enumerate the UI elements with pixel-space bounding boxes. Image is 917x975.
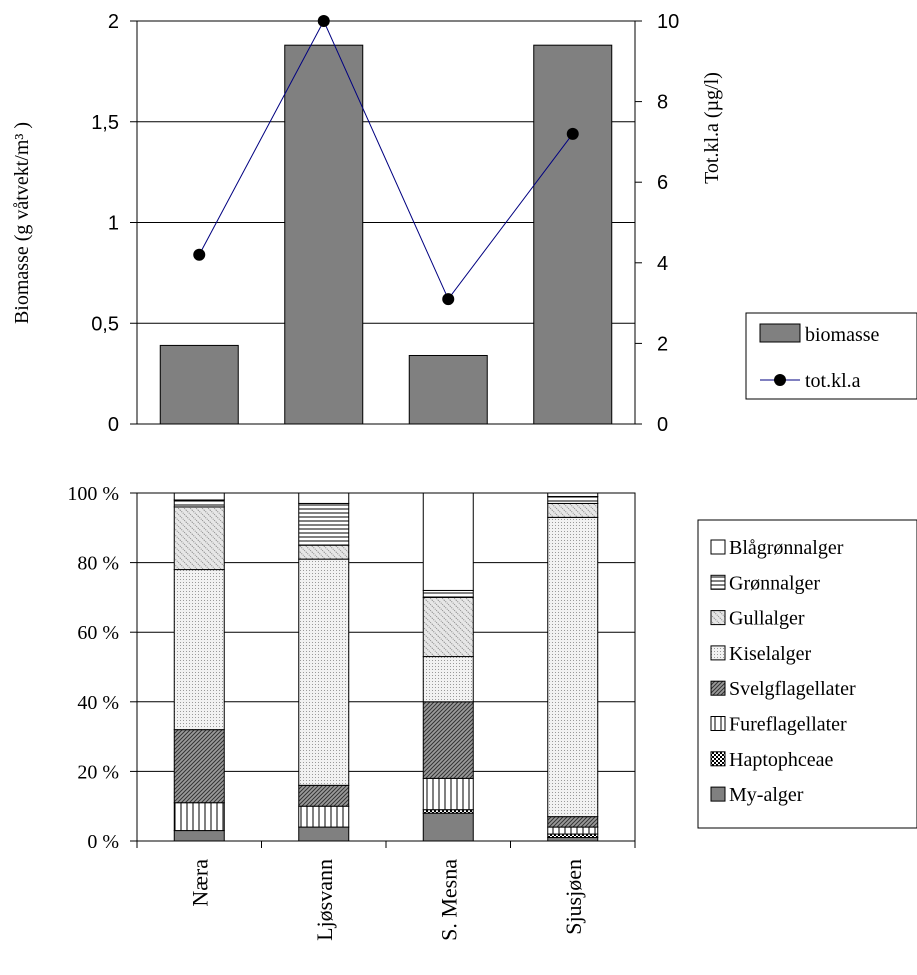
segment-haptophceae-sjusj-en	[547, 833, 599, 839]
segment-gr-nnalger-lj-svann	[298, 502, 350, 546]
top-bars	[159, 44, 613, 425]
bottom-y-axis-ticks: 0 % 20 % 40 % 60 % 80 % 100 %	[67, 483, 137, 853]
legend-swatch-haptophceae	[710, 751, 726, 767]
top-line-series	[193, 15, 579, 306]
segment-bla-gr-nnalger-n-ra	[173, 492, 225, 501]
segment-svelgflagellater-lj-svann	[298, 784, 350, 807]
biomasse-bar-s-mesna	[408, 354, 488, 425]
segment-kiselalger-sjusj-en	[547, 516, 599, 818]
bottom-x-tick-label-lj-svann: Ljøsvann	[312, 859, 337, 941]
tot-kl-a-point-s-mesna	[442, 293, 455, 306]
top-left-tick-label: 0	[108, 414, 119, 436]
segment-fureflagellater-n-ra	[173, 802, 225, 832]
bottom-y-tick-label: 20 %	[77, 761, 119, 783]
legend-label-gullalger: Gullalger	[729, 608, 805, 630]
legend-label-my-alger: My-alger	[729, 784, 804, 806]
segment-fureflagellater-sjusj-en	[547, 826, 599, 835]
legend-label-fureflagellater: Fureflagellater	[729, 714, 847, 736]
segment-bla-gr-nnalger-s-mesna	[422, 492, 474, 591]
tot-kl-a-line	[198, 19, 574, 301]
biomasse-bar-sjusj-en	[533, 44, 613, 425]
segment-bla-gr-nnalger-lj-svann	[298, 492, 350, 504]
segment-gr-nnalger-s-mesna	[422, 589, 474, 598]
segment-kiselalger-lj-svann	[298, 558, 350, 786]
top-right-tick-label: 10	[657, 11, 679, 33]
bottom-y-tick-label: 100 %	[67, 483, 119, 505]
legend-label-bla-gr-nnalger: Blågrønnalger	[729, 537, 844, 559]
top-left-tick-label: 1,5	[91, 112, 119, 134]
top-legend: biomasse tot.kl.a	[745, 312, 917, 400]
segment-fureflagellater-lj-svann	[298, 805, 350, 828]
bottom-x-tick-label-s-mesna: S. Mesna	[436, 859, 461, 941]
top-chart: 0 0,5 1 1,5 2 0 2 4 6 8 10 Biomasse (g våtvekt/m³…	[11, 11, 917, 436]
legend-swatch-my-alger	[710, 786, 726, 802]
tot-kl-a-point-lj-svann	[317, 15, 330, 27]
legend-swatch-fureflagellater	[710, 716, 726, 731]
legend-swatch-gullalger	[710, 610, 726, 626]
segment-svelgflagellater-n-ra	[173, 729, 225, 804]
segment-gullalger-s-mesna	[422, 596, 474, 658]
top-y2-axis-label: Tot.kl.a (µg/l)	[701, 72, 723, 184]
top-left-axis-ticks: 0 0,5 1 1,5 2	[91, 11, 137, 436]
biomasse-bar-lj-svann	[284, 44, 364, 425]
top-right-tick-label: 0	[657, 414, 668, 436]
top-left-tick-label: 0,5	[91, 313, 119, 335]
tot-kl-a-point-n-ra	[193, 248, 206, 261]
segment-bla-gr-nnalger-sjusj-en	[547, 492, 599, 497]
bottom-legend: Blågrønnalger Grønnalger Gullalger Kiselalg…	[697, 519, 917, 829]
top-right-axis-ticks: 0 2 4 6 8 10	[635, 11, 679, 436]
segment-my-alger-s-mesna	[422, 812, 474, 842]
bottom-x-tick-label-sjusj-en: Sjusjøen	[561, 859, 586, 935]
legend-swatch-biomasse	[759, 323, 801, 343]
legend-label-biomasse: biomasse	[805, 324, 880, 346]
segment-fureflagellater-s-mesna	[422, 777, 474, 811]
segment-svelgflagellater-sjusj-en	[547, 816, 599, 828]
legend-swatch-bla-gr-nnalger	[710, 539, 726, 555]
segment-svelgflagellater-s-mesna	[422, 701, 474, 779]
bottom-chart: 0 % 20 % 40 % 60 % 80 % 100 % Næra Ljøsvann S. …	[67, 483, 917, 941]
top-right-tick-label: 2	[657, 333, 668, 355]
segment-my-alger-lj-svann	[298, 826, 350, 842]
biomasse-bar-n-ra	[159, 344, 239, 425]
segment-gullalger-lj-svann	[298, 544, 350, 560]
segment-gullalger-sjusj-en	[547, 502, 599, 518]
segment-gr-nnalger-n-ra	[173, 499, 225, 508]
bottom-y-tick-label: 0 %	[87, 831, 119, 853]
segment-kiselalger-s-mesna	[422, 656, 474, 703]
legend-label-svelgflagellater: Svelgflagellater	[729, 678, 856, 700]
bottom-x-tick-label-n-ra: Næra	[187, 859, 212, 907]
legend-swatch-kiselalger	[710, 645, 726, 661]
segment-haptophceae-s-mesna	[422, 809, 474, 814]
bottom-y-tick-label: 40 %	[77, 692, 119, 714]
legend-label-gr-nnalger: Grønnalger	[729, 572, 820, 594]
legend-swatch-gr-nnalger	[710, 574, 726, 590]
legend-label-tot-kl-a: tot.kl.a	[805, 370, 861, 392]
bottom-legend-box	[697, 519, 917, 829]
segment-my-alger-n-ra	[173, 830, 225, 842]
legend-label-kiselalger: Kiselalger	[729, 643, 812, 665]
segment-gr-nnalger-sjusj-en	[547, 495, 599, 504]
top-right-tick-label: 8	[657, 92, 668, 114]
bottom-x-axis-ticks: Næra Ljøsvann S. Mesna Sjusjøen	[136, 841, 636, 941]
legend-marker-tot-kl-a	[774, 374, 786, 386]
segment-my-alger-sjusj-en	[547, 837, 599, 842]
legend-label-haptophceae: Haptophceae	[729, 749, 834, 771]
bottom-stacked-bars	[173, 492, 599, 842]
top-left-tick-label: 2	[108, 11, 119, 33]
segment-kiselalger-n-ra	[173, 569, 225, 731]
bottom-y-tick-label: 80 %	[77, 553, 119, 575]
bottom-legend-items: Blågrønnalger Grønnalger Gullalger Kiselalg…	[710, 537, 856, 806]
top-right-tick-label: 6	[657, 172, 668, 194]
bottom-y-tick-label: 60 %	[77, 622, 119, 644]
top-y-axis-label: Biomasse (g våtvekt/m³ )	[11, 122, 33, 324]
tot-kl-a-point-sjusj-en	[566, 127, 579, 140]
legend-swatch-svelgflagellater	[710, 680, 726, 696]
top-right-tick-label: 4	[657, 253, 668, 275]
segment-gullalger-n-ra	[173, 506, 225, 571]
top-left-tick-label: 1	[108, 213, 119, 235]
